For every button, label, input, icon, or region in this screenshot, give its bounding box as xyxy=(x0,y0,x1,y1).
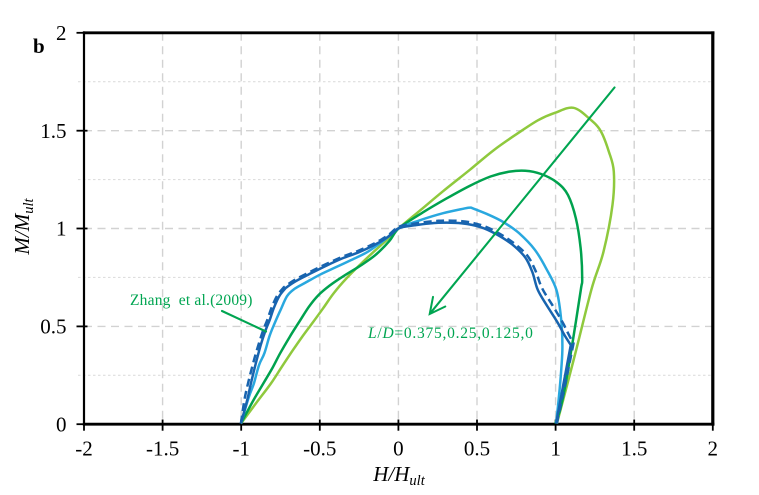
svg-text:-0.5: -0.5 xyxy=(303,437,336,461)
svg-text:b: b xyxy=(33,34,45,58)
svg-text:Zhang et al.(2009): Zhang et al.(2009) xyxy=(130,292,253,309)
svg-text:M/Mult: M/Mult xyxy=(10,197,37,255)
svg-text:0.5: 0.5 xyxy=(464,437,490,461)
svg-text:1.5: 1.5 xyxy=(621,437,647,461)
svg-text:0: 0 xyxy=(56,412,67,436)
svg-text:1.5: 1.5 xyxy=(40,119,66,143)
svg-text:0: 0 xyxy=(393,437,404,461)
svg-text:1: 1 xyxy=(550,437,561,461)
svg-text:-2: -2 xyxy=(75,437,93,461)
svg-text:2: 2 xyxy=(708,437,719,461)
svg-text:-1.5: -1.5 xyxy=(146,437,179,461)
svg-text:L/D=0.375,0.25,0.125,0: L/D=0.375,0.25,0.125,0 xyxy=(367,325,534,342)
svg-text:2: 2 xyxy=(56,21,67,45)
svg-text:0.5: 0.5 xyxy=(40,315,66,339)
svg-text:1: 1 xyxy=(56,217,67,241)
svg-text:-1: -1 xyxy=(232,437,250,461)
